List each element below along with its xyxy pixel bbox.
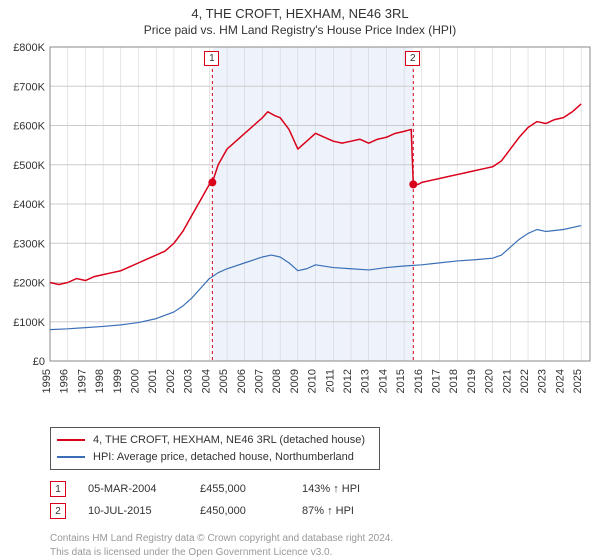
- page-subtitle: Price paid vs. HM Land Registry's House …: [0, 21, 600, 41]
- svg-text:2018: 2018: [448, 369, 460, 393]
- chart-svg: £0 £100K £200K £300K £400K £500K £600K £700K £80…: [0, 41, 600, 421]
- marker-date: 05-MAR-2004: [88, 483, 178, 495]
- svg-text:2002: 2002: [165, 369, 177, 393]
- svg-text:£500K: £500K: [13, 160, 45, 172]
- price-chart: £0 £100K £200K £300K £400K £500K £600K £700K £80…: [0, 41, 600, 421]
- marker-price: £450,000: [200, 505, 280, 517]
- svg-text:2004: 2004: [200, 369, 212, 393]
- svg-text:2019: 2019: [466, 369, 478, 393]
- svg-text:£200K: £200K: [13, 278, 45, 290]
- svg-text:£700K: £700K: [13, 81, 45, 93]
- svg-text:2009: 2009: [289, 369, 301, 393]
- svg-text:£800K: £800K: [13, 42, 45, 54]
- svg-text:2023: 2023: [537, 369, 549, 393]
- svg-text:£400K: £400K: [13, 199, 45, 211]
- svg-text:£100K: £100K: [13, 317, 45, 329]
- svg-text:2007: 2007: [253, 369, 265, 393]
- svg-text:1999: 1999: [112, 369, 124, 393]
- marker-pct: 143% ↑ HPI: [302, 483, 392, 495]
- legend: 4, THE CROFT, HEXHAM, NE46 3RL (detached…: [50, 427, 380, 470]
- svg-text:2025: 2025: [572, 369, 584, 393]
- svg-text:2001: 2001: [147, 369, 159, 393]
- legend-item: 4, THE CROFT, HEXHAM, NE46 3RL (detached…: [57, 432, 373, 449]
- chart-marker-badge: 1: [204, 51, 219, 66]
- svg-text:2003: 2003: [183, 369, 195, 393]
- marker-table: 1 05-MAR-2004 £455,000 143% ↑ HPI 2 10-JUL-20…: [50, 478, 600, 522]
- marker-date: 10-JUL-2015: [88, 505, 178, 517]
- footnote-line: Contains HM Land Registry data © Crown c…: [50, 532, 600, 546]
- chart-marker-badge: 2: [405, 51, 420, 66]
- svg-text:2011: 2011: [324, 369, 336, 393]
- legend-label: 4, THE CROFT, HEXHAM, NE46 3RL (detached…: [93, 432, 365, 449]
- svg-text:2008: 2008: [271, 369, 283, 393]
- legend-label: HPI: Average price, detached house, Nort…: [93, 449, 354, 466]
- svg-text:2021: 2021: [501, 369, 513, 393]
- svg-text:2012: 2012: [342, 369, 354, 393]
- svg-text:2015: 2015: [395, 369, 407, 393]
- svg-text:1998: 1998: [94, 369, 106, 393]
- svg-text:2006: 2006: [236, 369, 248, 393]
- svg-text:2005: 2005: [218, 369, 230, 393]
- marker-badge: 1: [50, 481, 66, 497]
- svg-text:2020: 2020: [484, 369, 496, 393]
- svg-text:1997: 1997: [76, 369, 88, 393]
- svg-text:2014: 2014: [377, 369, 389, 393]
- svg-text:£300K: £300K: [13, 238, 45, 250]
- page-title: 4, THE CROFT, HEXHAM, NE46 3RL: [0, 0, 600, 21]
- svg-text:2000: 2000: [130, 369, 142, 393]
- svg-text:2010: 2010: [307, 369, 319, 393]
- marker-pct: 87% ↑ HPI: [302, 505, 392, 517]
- footnote-line: This data is licensed under the Open Gov…: [50, 546, 600, 560]
- svg-text:2017: 2017: [431, 369, 443, 393]
- svg-text:2024: 2024: [554, 369, 566, 393]
- svg-text:1995: 1995: [41, 369, 53, 393]
- legend-swatch: [57, 456, 85, 458]
- svg-text:£600K: £600K: [13, 121, 45, 133]
- svg-text:2013: 2013: [360, 369, 372, 393]
- legend-swatch: [57, 439, 85, 441]
- footnote: Contains HM Land Registry data © Crown c…: [50, 532, 600, 559]
- svg-text:£0: £0: [33, 356, 45, 368]
- svg-text:2016: 2016: [413, 369, 425, 393]
- svg-text:2022: 2022: [519, 369, 531, 393]
- marker-price: £455,000: [200, 483, 280, 495]
- legend-item: HPI: Average price, detached house, Nort…: [57, 449, 373, 466]
- marker-badge: 2: [50, 503, 66, 519]
- marker-row: 2 10-JUL-2015 £450,000 87% ↑ HPI: [50, 500, 600, 522]
- svg-text:1996: 1996: [59, 369, 71, 393]
- marker-row: 1 05-MAR-2004 £455,000 143% ↑ HPI: [50, 478, 600, 500]
